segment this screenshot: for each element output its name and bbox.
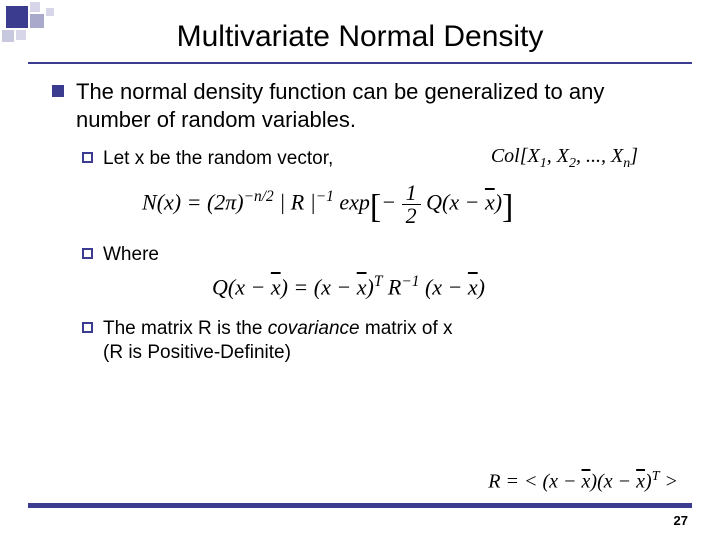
density-formula: N(x) = (2π)−n/2 | R |−1 exp[− 12 Q(x − x… (142, 182, 680, 227)
corner-decoration (0, 0, 100, 50)
decor-square (46, 8, 54, 16)
bottom-rule (28, 503, 692, 508)
title-underline (28, 62, 692, 64)
item2-lead-text: Where (103, 243, 159, 268)
hollow-square-bullet-icon (82, 322, 93, 333)
bullet-level2-item3: The matrix R is the covariance matrix of… (82, 317, 680, 366)
bullet-level2-item2: Where (82, 243, 680, 268)
item3-line1: The matrix R is the covariance matrix of… (103, 317, 453, 342)
hollow-square-bullet-icon (82, 248, 93, 259)
col-vector-formula: Col[X1, X2, ..., Xn] (491, 145, 638, 172)
decor-square (6, 6, 28, 28)
q-formula: Q(x − x) = (x − x)T R−1 (x − x) (212, 273, 680, 300)
page-number: 27 (674, 513, 688, 528)
slide-title: Multivariate Normal Density (0, 0, 720, 62)
slide-body: The normal density function can be gener… (0, 78, 720, 366)
r-covariance-formula: R = < (x − x)(x − x)T > (488, 469, 678, 494)
hollow-square-bullet-icon (82, 152, 93, 163)
decor-square (16, 30, 26, 40)
bullet-level2-item1: Let x be the random vector, Col[X1, X2, … (82, 147, 680, 172)
level1-text: The normal density function can be gener… (76, 78, 680, 133)
decor-square (2, 30, 14, 42)
decor-square (30, 14, 44, 28)
decor-square (30, 2, 40, 12)
item1-lead-text: Let x be the random vector, (103, 147, 333, 172)
bullet-level1: The normal density function can be gener… (52, 78, 680, 133)
item3-line2: (R is Positive-Definite) (103, 341, 453, 366)
square-bullet-icon (52, 85, 64, 97)
